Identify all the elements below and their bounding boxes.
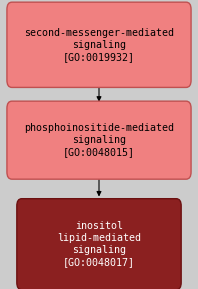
Text: phosphoinositide-mediated
signaling
[GO:0048015]: phosphoinositide-mediated signaling [GO:… [24,123,174,157]
Text: inositol
lipid-mediated
signaling
[GO:0048017]: inositol lipid-mediated signaling [GO:00… [57,221,141,267]
FancyBboxPatch shape [7,2,191,88]
FancyBboxPatch shape [7,101,191,179]
FancyBboxPatch shape [17,199,181,289]
Text: second-messenger-mediated
signaling
[GO:0019932]: second-messenger-mediated signaling [GO:… [24,28,174,62]
